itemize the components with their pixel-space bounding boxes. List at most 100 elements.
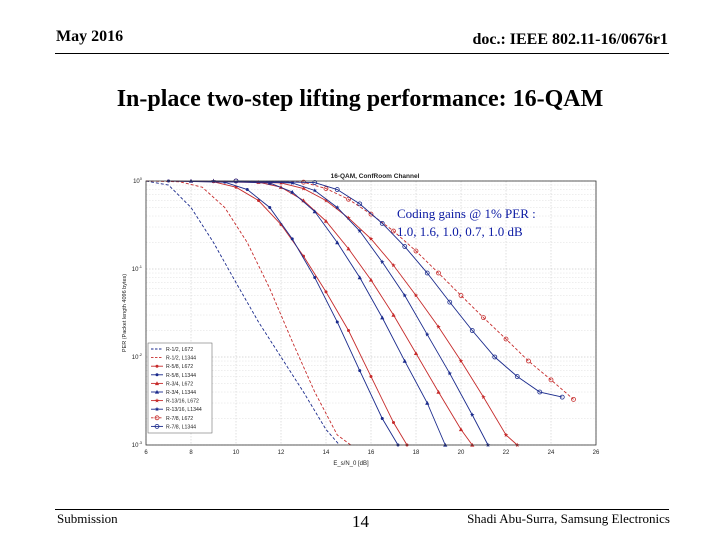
y-tick-label: 10-2 xyxy=(132,352,143,361)
data-point xyxy=(481,315,486,321)
data-point xyxy=(458,293,464,298)
series-path xyxy=(145,180,340,446)
data-point xyxy=(469,412,475,417)
data-point xyxy=(334,187,340,192)
data-point xyxy=(154,415,160,421)
data-point xyxy=(346,215,351,220)
data-point xyxy=(458,358,464,363)
per-chart: 16-QAM, ConfRoom Channel 6 8 10 12 14 16 18 20 2… xyxy=(116,158,610,476)
data-point xyxy=(436,389,441,394)
header-doc-id: doc.: IEEE 802.11-16/0676r1 xyxy=(472,31,668,48)
data-point xyxy=(312,209,317,214)
header-date: May 2016 xyxy=(56,28,124,45)
data-point xyxy=(368,236,374,241)
plot-frame xyxy=(145,180,597,446)
header-divider xyxy=(55,53,669,54)
data-point xyxy=(447,299,453,305)
x-tick-label: 22 xyxy=(503,450,510,456)
legend-entry: R-3/4, L1344 xyxy=(166,390,196,396)
data-point xyxy=(413,293,419,298)
page-number: 14 xyxy=(352,512,369,531)
legend-entry: R-5/8, L672 xyxy=(166,364,193,370)
data-point xyxy=(334,205,340,210)
data-point xyxy=(154,423,160,429)
data-point xyxy=(301,186,306,191)
chart-axes: 6 8 10 12 14 16 18 20 22 24 26 100 10-1 10-2 10-3 E_s/N… xyxy=(122,176,600,467)
data-point xyxy=(154,398,160,403)
data-point xyxy=(380,417,384,421)
data-point xyxy=(402,358,407,363)
y-tick-label: 100 xyxy=(133,176,143,185)
legend-entry: R-7/8, L1344 xyxy=(166,424,196,430)
annotation-line-2: 1.0, 1.6, 1.0, 0.7, 1.0 dB xyxy=(397,224,523,239)
data-point xyxy=(290,237,294,241)
x-tick-label: 14 xyxy=(323,450,330,456)
data-point xyxy=(379,220,385,226)
data-point xyxy=(368,211,374,217)
x-tick-label: 20 xyxy=(458,450,465,456)
data-point xyxy=(154,381,160,386)
data-point xyxy=(402,244,408,249)
data-point xyxy=(312,180,318,185)
chart-series xyxy=(145,178,576,447)
data-point xyxy=(357,275,362,280)
data-point xyxy=(413,248,419,254)
data-point xyxy=(313,276,317,280)
data-point xyxy=(335,240,340,245)
data-point xyxy=(413,351,419,356)
data-point xyxy=(346,246,351,251)
x-tick-label: 10 xyxy=(233,450,240,456)
footer-author: Shadi Abu-Surra, Samsung Electronics xyxy=(467,511,670,526)
data-point xyxy=(425,400,430,405)
data-point xyxy=(323,198,329,203)
data-point xyxy=(447,371,453,376)
series-path xyxy=(235,180,563,398)
x-tick-label: 6 xyxy=(144,450,148,456)
y-tick-label: 10-1 xyxy=(132,264,143,273)
data-point xyxy=(436,324,441,329)
series-path xyxy=(145,180,352,446)
y-tick-label: 10-3 xyxy=(132,440,143,449)
data-point xyxy=(469,328,475,333)
data-point xyxy=(155,373,159,377)
data-point xyxy=(458,427,464,432)
data-point xyxy=(268,205,272,209)
chart-title: 16-QAM, ConfRoom Channel xyxy=(331,173,420,180)
x-tick-label: 16 xyxy=(368,450,375,456)
data-point xyxy=(335,320,339,324)
data-point xyxy=(245,188,249,192)
legend-entry: R-13/16, L672 xyxy=(166,399,199,405)
data-point xyxy=(357,228,363,233)
data-point xyxy=(312,188,318,193)
data-point xyxy=(369,375,373,379)
annotation-line-1: Coding gains @ 1% PER : xyxy=(397,206,536,221)
data-point xyxy=(346,196,351,202)
series-line xyxy=(145,180,340,446)
data-point xyxy=(481,394,486,400)
legend-entry: R-7/8, L672 xyxy=(166,416,193,422)
series-line xyxy=(167,179,400,447)
footer-submission: Submission xyxy=(57,511,118,526)
legend-entry: R-1/2, L672 xyxy=(166,347,193,353)
data-point xyxy=(548,377,554,383)
data-point xyxy=(537,389,543,395)
x-tick-label: 26 xyxy=(593,450,600,456)
x-tick-label: 12 xyxy=(278,450,285,456)
legend-entry: R-3/4, L672 xyxy=(166,381,193,387)
series-line xyxy=(233,178,565,400)
data-point xyxy=(514,374,520,379)
data-point xyxy=(155,364,159,368)
series-path xyxy=(235,180,574,400)
x-tick-label: 18 xyxy=(413,450,420,456)
data-point xyxy=(402,293,408,298)
data-point xyxy=(257,199,260,203)
data-point xyxy=(436,270,441,276)
chart-grid xyxy=(145,180,597,446)
data-point xyxy=(368,277,374,282)
data-point xyxy=(559,394,565,400)
data-point xyxy=(380,315,385,320)
data-point xyxy=(503,336,509,342)
data-point xyxy=(391,262,396,268)
x-tick-label: 24 xyxy=(548,450,555,456)
y-axis-label: PER (Packet length 4096 bytes) xyxy=(122,274,128,352)
